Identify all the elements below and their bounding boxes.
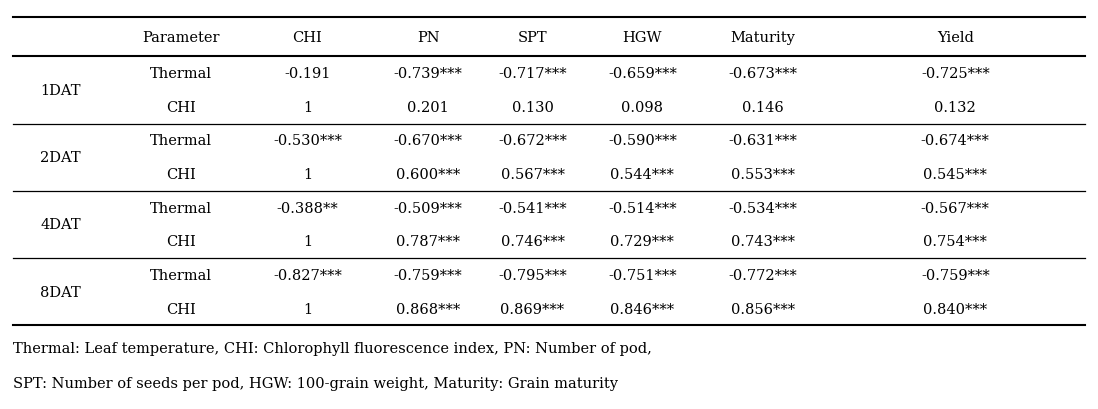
Text: 0.146: 0.146 [742, 101, 784, 115]
Text: 1: 1 [303, 235, 312, 249]
Text: 0.746***: 0.746*** [501, 235, 564, 249]
Text: CHI: CHI [166, 101, 197, 115]
Text: -0.590***: -0.590*** [608, 134, 676, 148]
Text: Thermal: Thermal [150, 201, 212, 215]
Text: -0.759***: -0.759*** [921, 268, 989, 282]
Text: 0.553***: 0.553*** [731, 168, 795, 182]
Text: Thermal: Thermal [150, 268, 212, 282]
Text: Thermal: Thermal [150, 67, 212, 81]
Text: 0.754***: 0.754*** [923, 235, 987, 249]
Text: 0.868***: 0.868*** [396, 302, 460, 316]
Text: -0.674***: -0.674*** [921, 134, 989, 148]
Text: -0.659***: -0.659*** [608, 67, 676, 81]
Text: -0.567***: -0.567*** [921, 201, 989, 215]
Text: 0.098: 0.098 [621, 101, 663, 115]
Text: -0.388**: -0.388** [277, 201, 338, 215]
Text: 0.201: 0.201 [407, 101, 449, 115]
Text: -0.530***: -0.530*** [273, 134, 341, 148]
Text: -0.631***: -0.631*** [729, 134, 797, 148]
Text: Yield: Yield [937, 31, 974, 45]
Text: 1: 1 [303, 168, 312, 182]
Text: 0.846***: 0.846*** [610, 302, 674, 316]
Text: 1DAT: 1DAT [41, 84, 80, 98]
Text: 4DAT: 4DAT [41, 218, 80, 232]
Text: -0.191: -0.191 [284, 67, 330, 81]
Text: CHI: CHI [166, 168, 197, 182]
Text: -0.514***: -0.514*** [608, 201, 676, 215]
Text: -0.534***: -0.534*** [729, 201, 797, 215]
Text: 1: 1 [303, 302, 312, 316]
Text: -0.673***: -0.673*** [729, 67, 797, 81]
Text: 0.130: 0.130 [512, 101, 553, 115]
Text: -0.670***: -0.670*** [394, 134, 462, 148]
Text: 0.787***: 0.787*** [396, 235, 460, 249]
Text: -0.509***: -0.509*** [394, 201, 462, 215]
Text: -0.672***: -0.672*** [498, 134, 567, 148]
Text: SPT: SPT [518, 31, 547, 45]
Text: HGW: HGW [623, 31, 662, 45]
Text: SPT: Number of seeds per pod, HGW: 100-grain weight, Maturity: Grain maturity: SPT: Number of seeds per pod, HGW: 100-g… [13, 376, 618, 390]
Text: Maturity: Maturity [730, 31, 796, 45]
Text: 0.729***: 0.729*** [610, 235, 674, 249]
Text: 0.132: 0.132 [934, 101, 976, 115]
Text: 8DAT: 8DAT [40, 285, 81, 299]
Text: -0.827***: -0.827*** [273, 268, 341, 282]
Text: -0.759***: -0.759*** [394, 268, 462, 282]
Text: -0.739***: -0.739*** [394, 67, 462, 81]
Text: 1: 1 [303, 101, 312, 115]
Text: PN: PN [417, 31, 439, 45]
Text: -0.751***: -0.751*** [608, 268, 676, 282]
Text: CHI: CHI [166, 302, 197, 316]
Text: -0.717***: -0.717*** [498, 67, 567, 81]
Text: 0.856***: 0.856*** [731, 302, 795, 316]
Text: 0.600***: 0.600*** [396, 168, 460, 182]
Text: 0.567***: 0.567*** [501, 168, 564, 182]
Text: Parameter: Parameter [143, 31, 220, 45]
Text: 0.869***: 0.869*** [501, 302, 564, 316]
Text: -0.795***: -0.795*** [498, 268, 567, 282]
Text: CHI: CHI [292, 31, 323, 45]
Text: 0.545***: 0.545*** [923, 168, 987, 182]
Text: 2DAT: 2DAT [41, 151, 80, 165]
Text: -0.725***: -0.725*** [921, 67, 989, 81]
Text: 0.544***: 0.544*** [610, 168, 674, 182]
Text: -0.541***: -0.541*** [498, 201, 567, 215]
Text: Thermal: Thermal [150, 134, 212, 148]
Text: Thermal: Leaf temperature, CHI: Chlorophyll fluorescence index, PN: Number of po: Thermal: Leaf temperature, CHI: Chloroph… [13, 341, 652, 355]
Text: CHI: CHI [166, 235, 197, 249]
Text: 0.840***: 0.840*** [923, 302, 987, 316]
Text: -0.772***: -0.772*** [729, 268, 797, 282]
Text: 0.743***: 0.743*** [731, 235, 795, 249]
